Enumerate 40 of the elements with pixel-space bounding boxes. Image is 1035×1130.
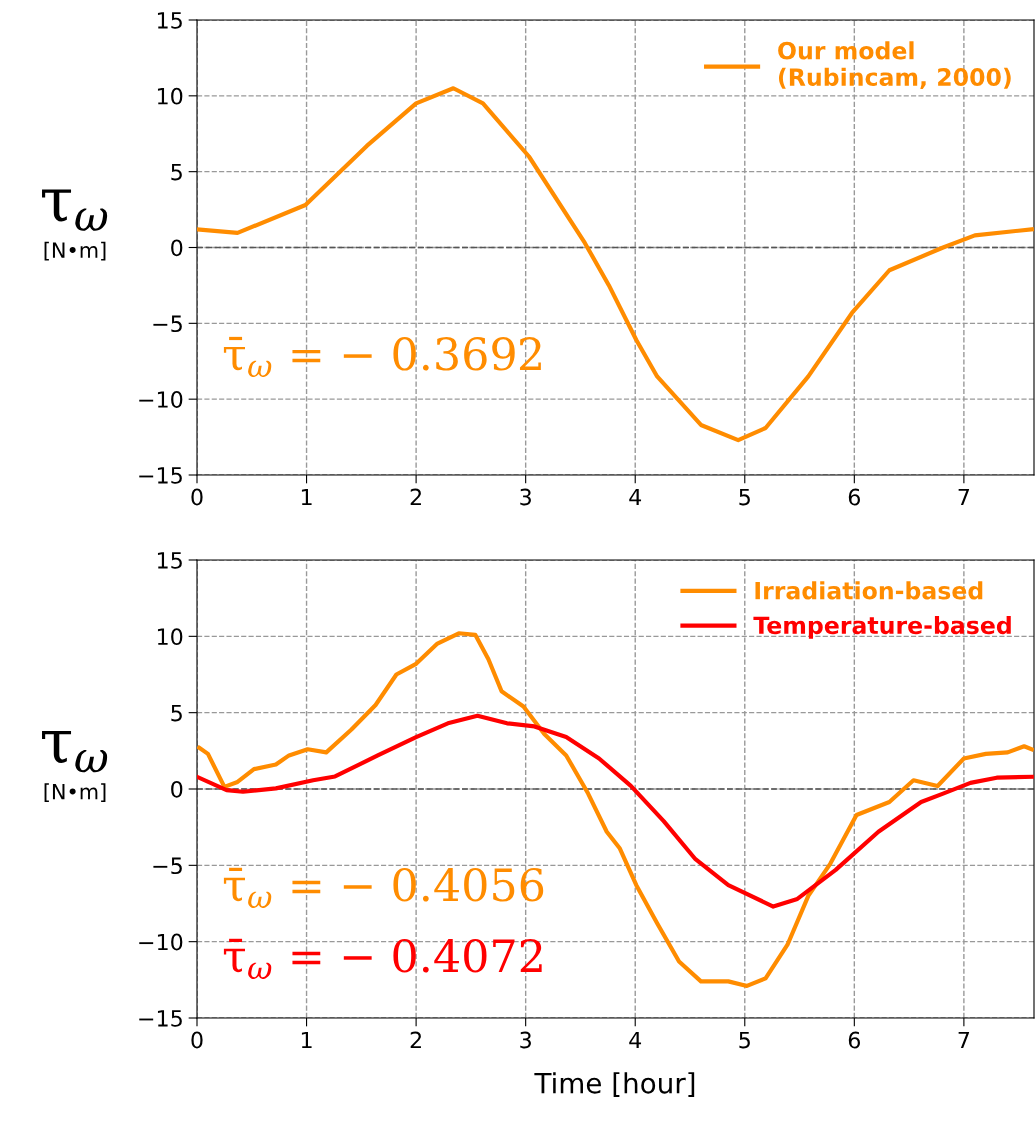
x-tick-label: 5 <box>739 1031 750 1049</box>
x-axis-title: Time [hour] <box>534 1072 695 1097</box>
y-tick-label: 10 <box>157 628 183 646</box>
legend-label: Temperature-based <box>753 615 1011 639</box>
x-tick-label: 6 <box>848 488 860 506</box>
x-tick-label: 0 <box>191 1031 203 1049</box>
x-tick-label: 3 <box>520 488 531 506</box>
line-series <box>197 713 1034 909</box>
annotation: τ̄$_{ω}$ = − 0.4072 <box>223 938 542 979</box>
x-tick-label: 1 <box>301 488 312 506</box>
annotation: τ̄$_{ω}$ = − 0.4056 <box>223 867 544 908</box>
x-tick-label: 7 <box>958 488 970 506</box>
x-tick-label: 0 <box>191 488 203 506</box>
y-tick-label: −5 <box>153 857 182 875</box>
x-tick-label: 6 <box>848 1031 860 1049</box>
y-tick-label: 5 <box>171 163 182 181</box>
y-axis-title: τ$_{ω}$ [N•m] <box>42 189 108 261</box>
y-tick-label: 15 <box>157 12 182 29</box>
x-tick-label: 7 <box>958 1031 970 1049</box>
y-axis-title: τ$_{ω}$ [N•m] <box>42 730 108 802</box>
annotation: τ̄$_{ω}$ = − 0.3692 <box>223 336 541 378</box>
x-tick-label: 2 <box>410 488 421 506</box>
legend-label: Our model (Rubincam, 2000) <box>778 41 1011 89</box>
x-tick-label: 4 <box>629 488 642 506</box>
y-tick-label: 15 <box>157 552 182 569</box>
y-tick-label: 5 <box>171 704 182 722</box>
x-tick-label: 2 <box>410 1031 421 1049</box>
x-tick-label: 5 <box>739 488 750 506</box>
y-tick-label: −10 <box>139 391 183 408</box>
x-tick-label: 4 <box>629 1031 642 1049</box>
y-tick-label: 0 <box>171 239 183 257</box>
y-tick-label: 10 <box>157 87 183 105</box>
y-tick-label: −15 <box>139 1010 182 1027</box>
legend-label: Irradiation-based <box>755 581 983 600</box>
y-tick-label: −5 <box>153 315 182 333</box>
y-tick-label: −15 <box>139 467 182 484</box>
y-tick-label: −10 <box>139 933 183 951</box>
x-tick-label: 1 <box>301 1031 312 1049</box>
x-tick-label: 3 <box>520 1031 531 1049</box>
y-tick-label: 0 <box>171 780 183 798</box>
